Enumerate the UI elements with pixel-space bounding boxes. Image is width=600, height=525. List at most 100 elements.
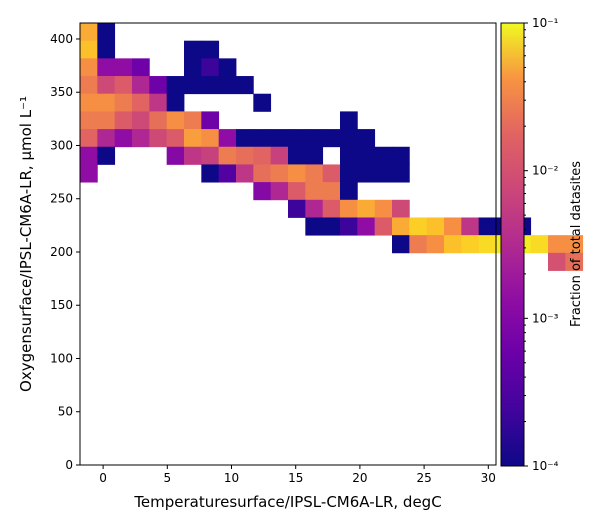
heatmap-cell — [340, 217, 358, 236]
heatmap-cell — [80, 146, 98, 165]
heatmap-cell — [478, 235, 497, 254]
heatmap-cell — [80, 40, 98, 59]
x-tick-label: 15 — [288, 471, 303, 485]
heatmap-cell — [426, 217, 445, 236]
y-tick-label: 100 — [50, 351, 73, 365]
heatmap-cell — [97, 76, 116, 95]
heatmap-cell — [218, 76, 237, 95]
y-tick-label: 350 — [50, 85, 73, 99]
heatmap-cell — [322, 182, 341, 201]
colorbar-tick-label: 10⁻⁴ — [532, 459, 559, 473]
heatmap-cell — [97, 23, 116, 42]
heatmap-cell — [340, 182, 358, 201]
x-tick-label: 25 — [416, 471, 431, 485]
heatmap-cell — [357, 164, 376, 183]
x-axis-ticks: 0 5 10 15 20 25 30 — [99, 465, 496, 485]
plot-frame — [79, 22, 497, 466]
x-tick-label: 10 — [224, 471, 239, 485]
heatmap-cell — [461, 217, 480, 236]
heatmap-cell — [218, 58, 237, 77]
heatmap-cell — [236, 76, 254, 95]
y-axis-label: Oxygensurface/IPSL-CM6A-LR, μmol L⁻¹ — [17, 96, 35, 392]
heatmap-cell — [322, 129, 341, 148]
heatmap-cell — [530, 235, 549, 254]
heatmap-cell — [166, 129, 185, 148]
heatmap-cell — [184, 40, 202, 59]
heatmap-cell — [201, 164, 220, 183]
heatmap-cell — [114, 129, 133, 148]
heatmap-cell — [236, 164, 254, 183]
heatmap-cell — [97, 40, 116, 59]
heatmap-cell — [201, 40, 220, 59]
heatmap-cell — [409, 217, 428, 236]
heatmap-cell — [201, 129, 220, 148]
heatmap-cell — [132, 76, 150, 95]
heatmap-cell — [166, 111, 185, 130]
heatmap-cell — [97, 111, 116, 130]
heatmap-cell — [374, 199, 393, 218]
colorbar — [500, 22, 525, 467]
heatmap-cell — [270, 129, 289, 148]
x-tick-label: 0 — [99, 471, 107, 485]
heatmap-cell — [253, 93, 272, 112]
heatmap-cell — [149, 76, 168, 95]
heatmap-cell — [236, 129, 254, 148]
heatmap-cell — [340, 111, 358, 130]
heatmap-cell — [565, 252, 584, 271]
heatmap-cell — [114, 93, 133, 112]
heatmap-cell — [305, 146, 324, 165]
colorbar-tick-label: 10⁻¹ — [532, 16, 559, 30]
heatmap-cell — [80, 58, 98, 77]
heatmap-cell — [305, 199, 324, 218]
colorbar-label: Fraction of total datasites — [569, 161, 584, 327]
heatmap-cell — [253, 182, 272, 201]
heatmap-cell — [218, 146, 237, 165]
heatmap-cell — [149, 111, 168, 130]
heatmap-cell — [288, 164, 306, 183]
heatmap-cell — [392, 146, 410, 165]
heatmap-cell — [548, 235, 566, 254]
heatmap-cell — [340, 129, 358, 148]
heatmap-cell — [80, 23, 98, 42]
y-axis-ticks: 0 50 100 150 200 250 300 350 400 — [50, 32, 80, 472]
heatmap-cell — [305, 217, 324, 236]
heatmap-cell — [236, 146, 254, 165]
heatmap-cell — [80, 93, 98, 112]
heatmap-cell — [426, 235, 445, 254]
heatmap-cell — [305, 182, 324, 201]
heatmap-cell — [288, 182, 306, 201]
y-tick-label: 300 — [50, 138, 73, 152]
heatmap-cell — [184, 146, 202, 165]
heatmap-cell — [218, 164, 237, 183]
heatmap-cell — [201, 146, 220, 165]
heatmap-cell — [166, 76, 185, 95]
heatmap-cell — [184, 76, 202, 95]
heatmap-cell — [374, 217, 393, 236]
heatmap-cell — [149, 93, 168, 112]
y-tick-label: 250 — [50, 192, 73, 206]
heatmap-cell — [288, 129, 306, 148]
heatmap-cell — [322, 164, 341, 183]
heatmap-cell — [80, 129, 98, 148]
heatmap-cell — [374, 164, 393, 183]
heatmap-cell — [80, 111, 98, 130]
heatmap-cell — [184, 129, 202, 148]
heatmap-cell — [149, 129, 168, 148]
heatmap-cell — [288, 146, 306, 165]
heatmap-cell — [305, 129, 324, 148]
colorbar-tick-label: 10⁻² — [532, 164, 559, 178]
heatmap-cell — [132, 93, 150, 112]
heatmap-cell — [201, 58, 220, 77]
heatmap-cell — [184, 58, 202, 77]
heatmap-cell — [218, 129, 237, 148]
y-tick-label: 200 — [50, 245, 73, 259]
heatmap-cell — [114, 111, 133, 130]
heatmap-cell — [166, 146, 185, 165]
heatmap-cell — [340, 164, 358, 183]
heatmap-cell — [80, 164, 98, 183]
x-tick-label: 20 — [352, 471, 367, 485]
heatmap-cell — [548, 252, 566, 271]
heatmap-cell — [357, 146, 376, 165]
heatmap-cell — [392, 164, 410, 183]
